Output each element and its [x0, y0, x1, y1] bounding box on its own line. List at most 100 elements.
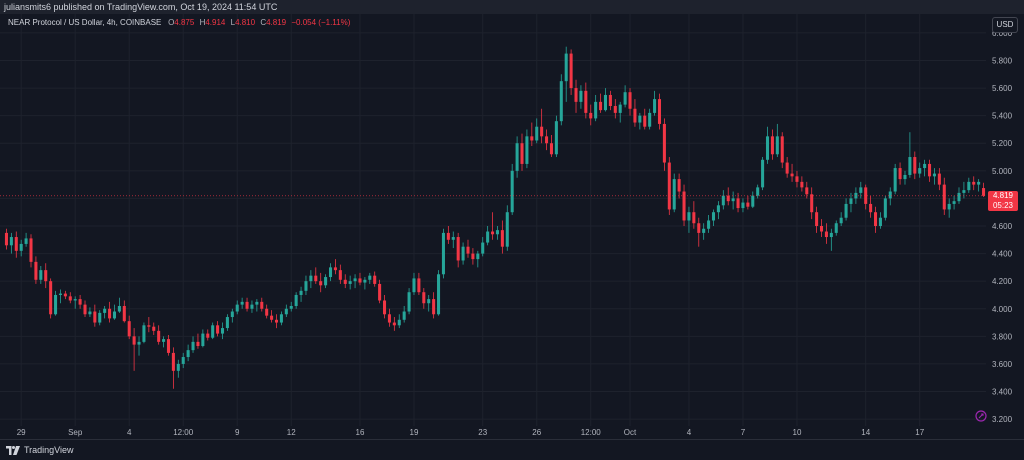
candle [800, 176, 804, 192]
candle [898, 162, 902, 185]
candle [741, 198, 745, 213]
candle [746, 195, 750, 210]
candle [451, 231, 455, 249]
candle [181, 352, 185, 369]
candle [328, 263, 333, 282]
y-tick-label: 3.600 [992, 360, 1013, 369]
candle [83, 300, 87, 318]
currency-button[interactable]: USD [992, 17, 1018, 33]
candle [937, 168, 941, 191]
candle [324, 274, 328, 289]
tradingview-brand[interactable]: TradingView [6, 445, 74, 455]
candle [545, 129, 549, 151]
candle [751, 191, 755, 209]
ohlc-legend: NEAR Protocol / US Dollar, 4h, COINBASE … [8, 18, 353, 27]
candle [775, 123, 779, 158]
candle [112, 304, 116, 320]
candle [402, 306, 406, 323]
candle [947, 198, 951, 218]
candle [510, 163, 514, 215]
candle [505, 205, 509, 251]
candle [653, 90, 657, 116]
candle [270, 310, 274, 323]
candle [893, 163, 897, 195]
candle [579, 85, 583, 109]
x-tick-label: 16 [356, 428, 365, 437]
x-tick-label: 10 [793, 428, 802, 437]
candle [171, 347, 175, 389]
candle [230, 308, 234, 323]
candle [481, 237, 485, 257]
candle [201, 329, 205, 348]
x-tick-label: Sep [68, 428, 83, 437]
footer-bar: TradingView [0, 439, 1024, 460]
candle [780, 132, 784, 169]
high-key: H [199, 18, 206, 27]
price-axis[interactable]: 6.0005.8005.6005.4005.2005.0004.8004.600… [992, 29, 1013, 424]
y-tick-label: 3.400 [992, 388, 1013, 397]
close-value: 4.819 [266, 18, 287, 27]
x-tick-label: 23 [478, 428, 487, 437]
candle [839, 212, 843, 226]
candle [554, 115, 558, 158]
candle [152, 322, 156, 335]
candle [692, 201, 696, 229]
candle [358, 272, 362, 286]
low-value: 4.810 [235, 18, 256, 27]
candle [39, 266, 43, 284]
close-key: C [260, 18, 267, 27]
candle [407, 288, 411, 315]
candle [68, 292, 72, 304]
chart-settings-icon[interactable] [975, 410, 987, 422]
candle [176, 359, 180, 378]
candle [559, 74, 563, 126]
candle [613, 99, 617, 119]
candle [765, 126, 770, 164]
candle [677, 173, 681, 199]
candles-group [4, 46, 986, 389]
candle [363, 277, 367, 290]
candle [495, 226, 499, 240]
candle [93, 304, 97, 327]
candle [535, 118, 539, 144]
candle [982, 182, 986, 198]
candle [392, 317, 396, 331]
y-tick-label: 3.800 [992, 332, 1013, 341]
candle [63, 290, 67, 300]
candle [441, 228, 445, 279]
candle [279, 311, 283, 326]
candle [530, 122, 534, 146]
candle [928, 159, 932, 182]
y-tick-label: 3.200 [992, 415, 1013, 424]
y-tick-label: 4.600 [992, 222, 1013, 231]
candle [711, 209, 716, 226]
candle [387, 308, 391, 327]
candle [240, 297, 244, 309]
candle [461, 242, 465, 265]
candle [716, 201, 720, 220]
chart-area[interactable]: 6.0005.8005.6005.4005.2005.0004.8004.600… [0, 14, 1024, 439]
candle [142, 322, 146, 344]
candle [584, 82, 588, 119]
publisher-text: juliansmits6 published on TradingView.co… [4, 2, 278, 12]
candle [795, 170, 799, 188]
candle [942, 177, 946, 215]
candle [24, 232, 28, 247]
candle [824, 223, 828, 244]
candle [618, 101, 622, 123]
open-key: O [168, 18, 175, 27]
candle [348, 275, 352, 290]
candle [805, 181, 809, 199]
candle [368, 272, 372, 284]
x-tick-label: 4 [687, 428, 692, 437]
candle [88, 307, 92, 318]
candle [456, 232, 460, 268]
candle [260, 297, 264, 312]
open-value: 4.875 [174, 18, 195, 27]
time-axis[interactable]: 29 Sep 4 12:00 9 12 16 19 23 26 12:00 Oct 4 7 10 14 17 [17, 428, 925, 437]
y-tick-label: 5.600 [992, 84, 1013, 93]
y-tick-label: 5.400 [992, 112, 1013, 121]
candlestick-chart[interactable]: 6.0005.8005.6005.4005.2005.0004.8004.600… [0, 14, 1024, 439]
candle [206, 329, 210, 341]
x-tick-label: 12:00 [581, 428, 602, 437]
